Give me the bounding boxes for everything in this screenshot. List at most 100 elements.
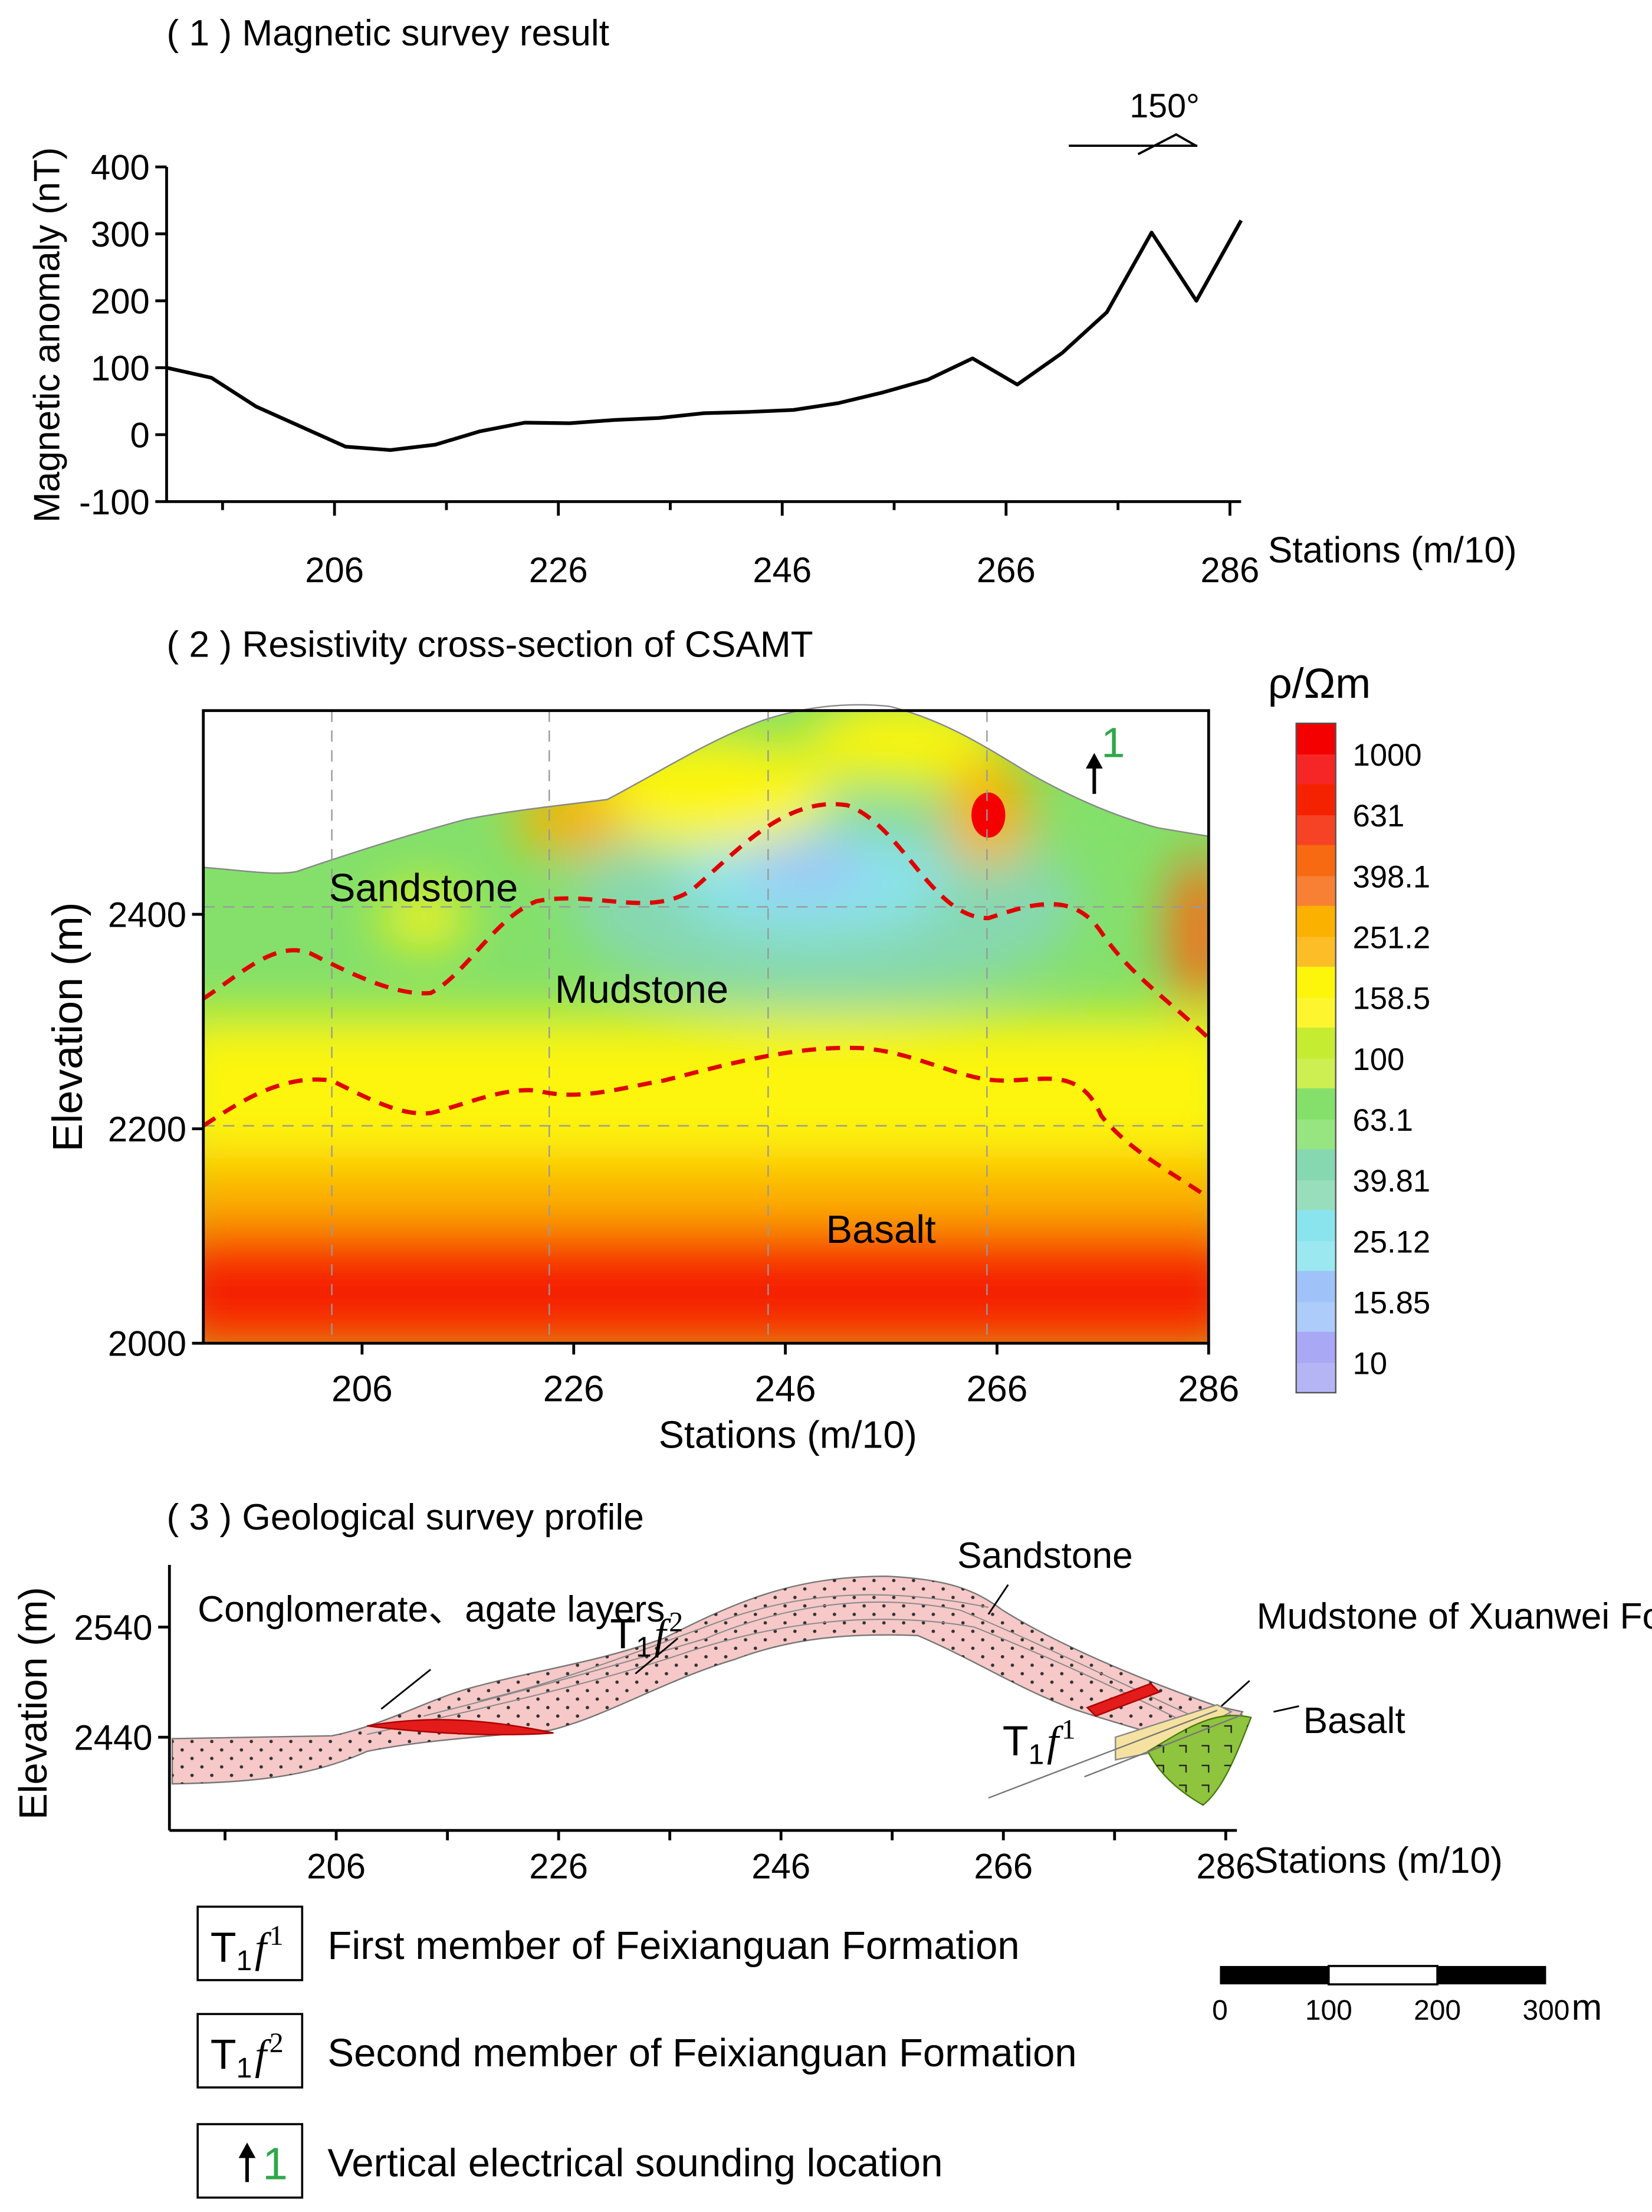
- t1f2-sup: 2: [669, 1607, 683, 1638]
- legend-text-3: Vertical electrical sounding location: [327, 2141, 942, 2185]
- colorbar-swatch: [1296, 936, 1336, 968]
- label-conglomerate-text: Conglomerate、agate layers: [198, 1589, 665, 1630]
- label-mudstone: Mudstone of Xuanwei Formation: [1257, 1596, 1652, 1637]
- fault-line: [1084, 1714, 1243, 1778]
- colorbar-swatch: [1296, 997, 1336, 1029]
- magnetic-y-label: Magnetic anomaly (nT): [27, 147, 68, 523]
- bedding-line: [367, 1619, 1215, 1738]
- t1f1-t: T: [1003, 1718, 1029, 1765]
- fault-line: [988, 1709, 1218, 1799]
- t1f1-sub: 1: [1029, 1740, 1045, 1771]
- label-t1f1: T1 f 1: [1003, 1714, 1076, 1771]
- csamt-y-label: Elevation (m): [44, 902, 91, 1151]
- colorbar-frame: [1295, 723, 1336, 1394]
- t1f2-sub: 1: [636, 1632, 652, 1663]
- legend-ves-number: 1: [262, 2139, 288, 2189]
- y-tick-label: 400: [91, 148, 150, 188]
- magnetic-anomaly-line: [166, 219, 1243, 452]
- colorbar-label: 63.1: [1352, 1103, 1413, 1138]
- magnetic-panel: ( 1 ) Magnetic survey result -100 0 100 200…: [27, 13, 1517, 590]
- leader-basalt: [1273, 1705, 1299, 1713]
- y-tick-label: -100: [79, 483, 150, 522]
- colorbar-label: 10: [1352, 1347, 1387, 1381]
- csamt-frame: [202, 709, 1210, 1345]
- unit-label-sandstone: Sandstone: [329, 866, 518, 910]
- unit-label-mudstone: Mudstone: [555, 967, 728, 1012]
- x-tick-label: 226: [543, 1368, 605, 1409]
- colorbar-label: 398.1: [1352, 859, 1430, 894]
- y-tick-label: 200: [91, 281, 150, 321]
- colorbar-swatch: [1296, 1301, 1336, 1333]
- legend: T1 f 1 First member of Feixianguan Formati…: [196, 1905, 1077, 2199]
- colorbar-label: 158.5: [1352, 982, 1430, 1016]
- colorbar-swatch: [1296, 1271, 1336, 1302]
- x-tick-label: 226: [529, 1847, 588, 1886]
- legend-symbol-1-sup: 1: [270, 1920, 284, 1951]
- colorbar-swatch: [1296, 1331, 1336, 1363]
- conglomerate-lens: [367, 1719, 554, 1736]
- legend-text-1: First member of Feixianguan Formation: [327, 1924, 1019, 1968]
- csamt-ticks: 2000 2200 2400 206 226 246 266 286: [108, 895, 1239, 1410]
- colorbar-swatch: [1296, 905, 1336, 937]
- scale-seg-1: [1220, 1965, 1329, 1985]
- y-tick-label: 2440: [74, 1718, 152, 1758]
- y-tick-label: 0: [130, 415, 149, 455]
- y-tick-label: 100: [91, 349, 150, 388]
- colorbar-swatch: [1296, 1179, 1336, 1211]
- scale-tick-0: 0: [1212, 1995, 1228, 2026]
- colorbar-swatch: [1296, 1210, 1336, 1242]
- colorbar-swatch: [1296, 1118, 1336, 1150]
- red-bed: [1086, 1682, 1161, 1717]
- scale-tick-100: 100: [1305, 1995, 1352, 2026]
- colorbar-label: 631: [1352, 799, 1404, 833]
- x-tick-label: 206: [331, 1368, 393, 1409]
- colorbar-label: 15.85: [1352, 1285, 1430, 1320]
- geology-y-label: Elevation (m): [11, 1587, 55, 1820]
- colorbar-swatch: [1296, 1149, 1336, 1181]
- legend-symbol-1-t: T: [211, 1924, 237, 1971]
- x-tick-label: 226: [529, 550, 588, 590]
- colorbar-swatch: [1296, 966, 1336, 998]
- legend-ves-arrow-head: [238, 2142, 256, 2158]
- mudstone-basalt-boundary: [202, 1045, 1210, 1200]
- csamt-x-label: Stations (m/10): [659, 1413, 917, 1456]
- y-tick-label: 2000: [108, 1324, 186, 1364]
- x-tick-label: 206: [307, 1847, 366, 1886]
- legend-symbol-1-sub: 1: [237, 1945, 252, 1977]
- x-tick-label: 266: [977, 550, 1036, 590]
- label-conglomerate: Conglomerate、agate layers: [198, 1589, 665, 1630]
- colorbar-swatch: [1296, 1058, 1336, 1089]
- y-tick-label: 2200: [108, 1110, 186, 1149]
- ves-marker-label: 1: [1101, 720, 1125, 767]
- colorbar-swatch: [1296, 845, 1336, 877]
- bedding-lines: [367, 1594, 1215, 1738]
- scale-seg-2: [1327, 1965, 1438, 1985]
- colorbar-label: 100: [1352, 1042, 1404, 1077]
- label-sandstone: Sandstone: [957, 1535, 1133, 1576]
- unit-label-basalt: Basalt: [826, 1207, 937, 1252]
- legend-symbol-2-sub: 1: [237, 2053, 252, 2084]
- colorbar-swatch: [1296, 814, 1336, 846]
- topography-mask: [202, 699, 1210, 874]
- scale-tick-300: 300: [1523, 1995, 1570, 2026]
- csamt-title: ( 2 ) Resistivity cross-section of CSAMT: [166, 625, 813, 665]
- colorbar-swatch: [1296, 1240, 1336, 1272]
- x-tick-label: 266: [974, 1847, 1033, 1886]
- y-tick-label: 2400: [108, 895, 186, 935]
- y-tick-label: 2540: [74, 1608, 152, 1647]
- anomaly-286: [1169, 854, 1209, 1010]
- band-red: [203, 1229, 1209, 1344]
- x-tick-label: 286: [1178, 1368, 1239, 1409]
- core-266: [971, 792, 1006, 838]
- strike-angle-label: 150°: [1129, 87, 1200, 125]
- t1f1-sup: 1: [1062, 1714, 1076, 1745]
- x-tick-label: 246: [755, 1368, 816, 1409]
- legend-symbol-2-sup: 2: [270, 2027, 284, 2059]
- bedding-line: [423, 1601, 1215, 1727]
- geology-ticks: 2440 2540 206 226 246 266 286: [74, 1608, 1255, 1886]
- legend-symbol-1: T1 f 1: [211, 1920, 284, 1977]
- leader-sandstone: [987, 1584, 1009, 1615]
- colorbar-title: ρ/Ωm: [1268, 660, 1371, 707]
- topography-line: [203, 704, 1209, 874]
